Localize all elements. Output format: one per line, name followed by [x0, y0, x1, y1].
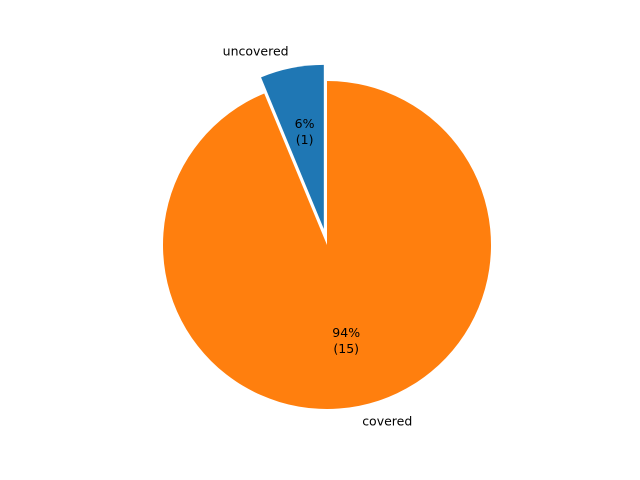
slice-count-covered: (15) [333, 341, 359, 356]
pie-slice-uncovered [261, 64, 324, 229]
slice-percent-uncovered: 6% [295, 116, 315, 131]
slice-label-uncovered: uncovered [223, 43, 289, 58]
slice-count-uncovered: (1) [296, 132, 314, 147]
pie-slice-covered [163, 81, 492, 410]
slice-label-covered: covered [362, 413, 412, 428]
slice-percent-covered: 94% [332, 325, 360, 340]
